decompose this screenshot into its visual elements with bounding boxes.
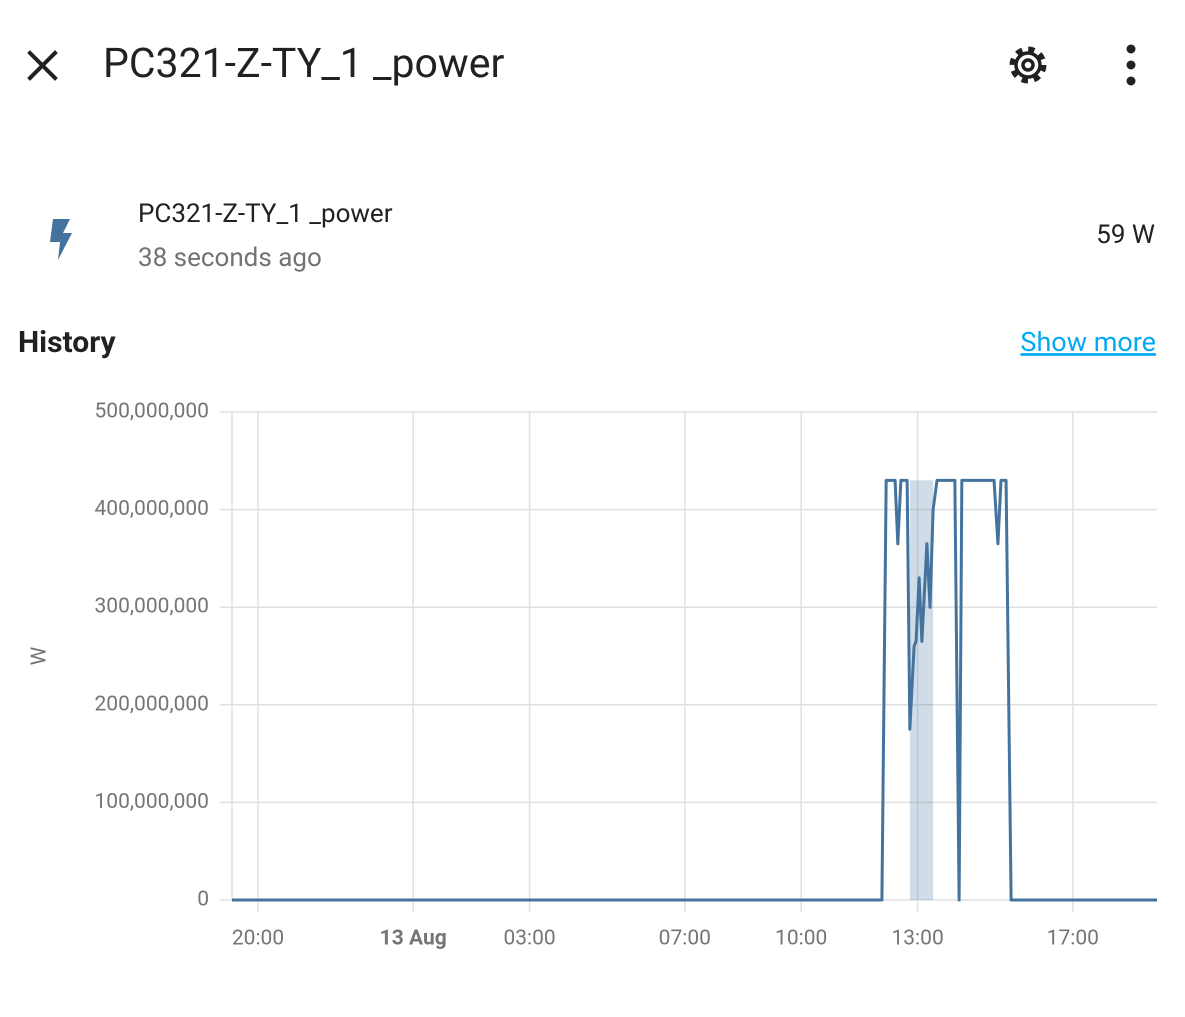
chart: 0 100,000,000 200,000,000 300,000,000 400,00… — [95, 400, 1157, 951]
settings-button[interactable] — [1009, 46, 1047, 84]
entity-name: PC321-Z-TY_1 _power — [138, 199, 393, 229]
x-tick-label: 03:00 — [503, 927, 555, 951]
min-max-band — [909, 480, 934, 900]
x-tick-label: 10:00 — [775, 927, 827, 951]
menu-button[interactable] — [1126, 44, 1136, 86]
entity-state: 59 W — [1096, 220, 1155, 250]
dialog-title: PC321-Z-TY_1 _power — [103, 40, 504, 88]
entity-icon — [50, 219, 72, 260]
data-line — [232, 478, 1157, 902]
x-tick-label: 07:00 — [659, 927, 711, 951]
close-button[interactable] — [27, 50, 58, 81]
y-tick-label: 500,000,000 — [95, 400, 210, 424]
x-tick-label: 13:00 — [891, 927, 943, 951]
history-title: History — [18, 325, 116, 360]
y-tick-label: 200,000,000 — [95, 692, 210, 716]
y-tick-label: 300,000,000 — [95, 595, 210, 619]
y-tick-label: 0 — [197, 888, 209, 912]
y-tick-label: 400,000,000 — [95, 497, 210, 521]
y-axis-label: W — [28, 646, 52, 665]
last-changed: 38 seconds ago — [138, 243, 322, 273]
x-tick-label: 17:00 — [1047, 927, 1099, 951]
x-tick-label: 13 Aug — [380, 927, 447, 951]
show-more-link[interactable]: Show more — [1020, 326, 1156, 358]
x-tick-label: 20:00 — [232, 927, 284, 951]
y-tick-label: 100,000,000 — [95, 790, 210, 814]
